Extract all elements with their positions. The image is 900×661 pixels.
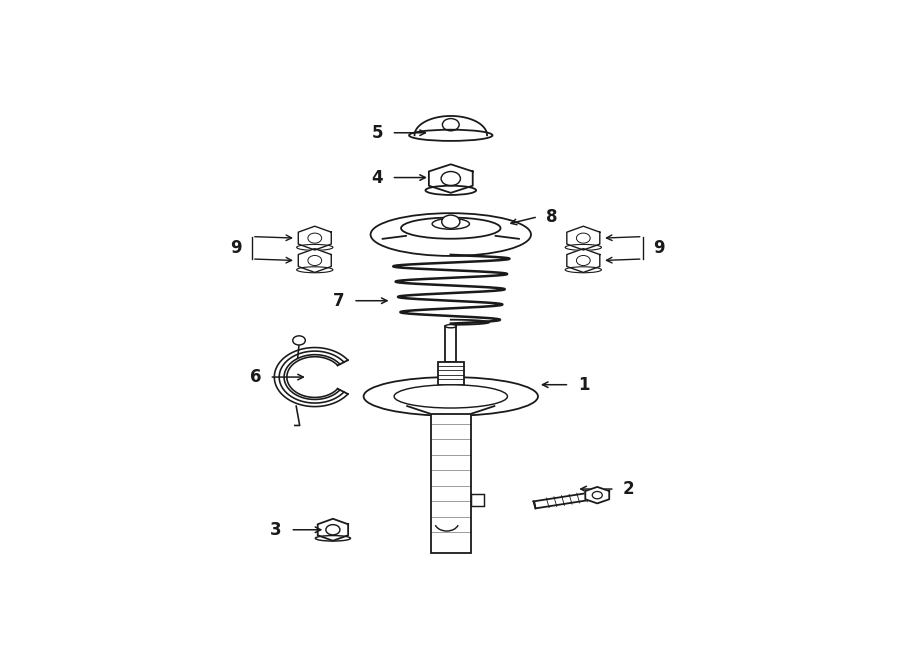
Polygon shape [567,249,599,272]
Ellipse shape [297,245,333,251]
Polygon shape [585,487,609,504]
Polygon shape [429,165,472,193]
Text: 1: 1 [578,375,590,394]
Ellipse shape [394,385,508,408]
Ellipse shape [297,267,333,273]
Text: 2: 2 [623,480,634,498]
Polygon shape [567,226,599,250]
Ellipse shape [565,267,601,273]
Polygon shape [298,249,331,272]
Ellipse shape [364,377,538,416]
Ellipse shape [371,214,531,256]
Text: 9: 9 [653,239,665,256]
Polygon shape [403,397,430,414]
Text: 4: 4 [372,169,383,186]
Bar [446,326,456,362]
Ellipse shape [410,130,492,141]
Ellipse shape [565,245,601,251]
Ellipse shape [315,535,350,541]
Polygon shape [415,116,487,136]
Bar [471,494,483,506]
Polygon shape [298,226,331,250]
Text: 6: 6 [249,368,261,386]
Text: 7: 7 [333,292,345,310]
Polygon shape [534,492,598,508]
Ellipse shape [426,186,476,195]
Bar [430,414,471,553]
Text: 3: 3 [270,521,282,539]
Circle shape [442,215,460,228]
Ellipse shape [432,219,470,229]
Ellipse shape [446,325,456,328]
Circle shape [292,336,305,345]
Polygon shape [318,519,348,541]
Polygon shape [471,397,499,414]
Text: 9: 9 [230,239,241,256]
Ellipse shape [401,217,500,239]
Text: 8: 8 [546,208,558,226]
Text: 5: 5 [372,124,383,141]
Bar [437,362,464,393]
